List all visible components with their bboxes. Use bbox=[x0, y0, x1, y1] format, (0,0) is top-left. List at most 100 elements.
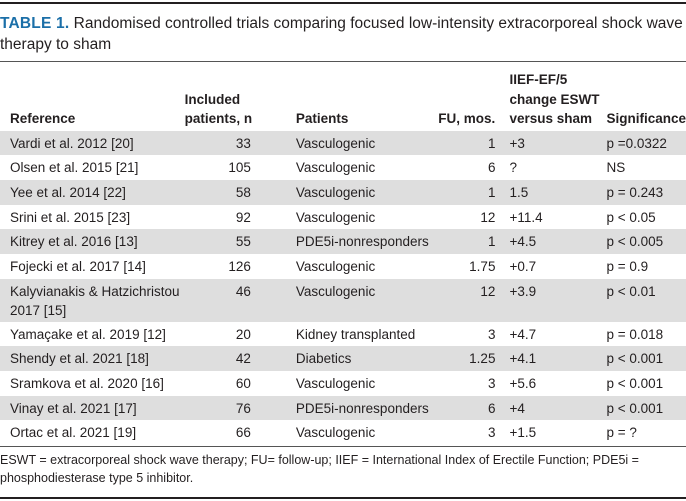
cell-iief-change: +5.6 bbox=[509, 376, 537, 391]
table-row: Fojecki et al. 2017 [14] 126 Vasculogenic 1… bbox=[0, 254, 686, 279]
cell-iief-change: +4.7 bbox=[509, 326, 537, 342]
header-reference: Reference bbox=[10, 111, 76, 126]
cell-significance: NS bbox=[606, 160, 626, 176]
cell-significance: p = 0.018 bbox=[606, 326, 664, 342]
cell-included: 105 bbox=[228, 160, 251, 176]
cell-significance: p < 0.001 bbox=[606, 351, 664, 367]
table-row: Olsen et al. 2015 [21] 105 Vasculogenic 6? N… bbox=[0, 155, 686, 180]
cell-significance: p < 0.005 bbox=[606, 234, 664, 250]
table-row: Kalyvianakis & Hatzichristou 2017 [15] 46… bbox=[0, 278, 686, 322]
cell-fu: 1.75 bbox=[469, 258, 496, 274]
cell-reference: Shendy et al. 2021 [18] bbox=[10, 351, 149, 367]
cell-included: 46 bbox=[235, 283, 251, 299]
cell-significance: p = ? bbox=[606, 425, 637, 441]
cell-iief-change: +4 bbox=[509, 400, 525, 416]
table-label: TABLE 1. bbox=[0, 15, 70, 32]
cell-iief-change: +4.5 bbox=[509, 234, 537, 250]
cell-significance: p =0.0322 bbox=[606, 135, 667, 151]
cell-reference: Vardi et al. 2012 [20] bbox=[10, 135, 134, 151]
table-row: Yee et al. 2014 [22] 58 Vasculogenic 1 1.5 p … bbox=[0, 179, 686, 205]
cell-reference: Yee et al. 2014 [22] bbox=[10, 184, 126, 200]
cell-patients: Vasculogenic bbox=[295, 135, 376, 151]
cell-included: 42 bbox=[235, 351, 251, 367]
end-rule bbox=[0, 497, 686, 499]
cell-included: 58 bbox=[235, 184, 251, 200]
table-row: Vardi et al. 2012 [20] 33 Vasculogenic 1 +3 p… bbox=[0, 130, 686, 156]
cell-included: 33 bbox=[235, 135, 251, 151]
cell-patients: Vasculogenic bbox=[295, 425, 376, 441]
cell-patients: Vasculogenic bbox=[295, 258, 376, 274]
header-included: Included patients, n bbox=[184, 91, 253, 127]
cell-fu: 1 bbox=[487, 184, 496, 200]
table-caption: TABLE 1. Randomised controlled trials co… bbox=[0, 13, 684, 55]
cell-patients: Kidney transplanted bbox=[295, 326, 416, 342]
cell-fu: 1.25 bbox=[469, 351, 496, 367]
cell-fu: 12 bbox=[480, 209, 496, 225]
cell-iief-change: +1.5 bbox=[509, 425, 537, 441]
cell-fu: 1 bbox=[487, 234, 496, 250]
cell-iief-change: ? bbox=[509, 160, 517, 176]
cell-patients: Vasculogenic bbox=[295, 376, 376, 391]
header-significance: Significance bbox=[606, 111, 686, 126]
cell-patients: PDE5i-nonresponders bbox=[295, 400, 429, 416]
table-footnote: ESWT = extracorporeal shock wave therapy… bbox=[0, 453, 639, 485]
cell-fu: 3 bbox=[487, 326, 496, 342]
caption-divider bbox=[0, 61, 686, 62]
table-row: Srini et al. 2015 [23] 92 Vasculogenic 12 +1… bbox=[0, 205, 686, 230]
cell-significance: p < 0.01 bbox=[606, 283, 656, 299]
table-row: Kitrey et al. 2016 [13] 55 PDE5i-nonrespon… bbox=[0, 229, 686, 254]
cell-included: 126 bbox=[228, 258, 251, 274]
cell-included: 60 bbox=[235, 376, 251, 391]
cell-reference: Kalyvianakis & Hatzichristou 2017 [15] bbox=[10, 283, 180, 318]
table-title: Randomised controlled trials comparing f… bbox=[0, 15, 683, 53]
cell-patients: Vasculogenic bbox=[295, 283, 376, 299]
header-patients: Patients bbox=[295, 111, 349, 126]
cell-reference: Srini et al. 2015 [23] bbox=[10, 209, 131, 225]
cell-reference: Vinay et al. 2021 [17] bbox=[10, 400, 137, 416]
cell-reference: Sramkova et al. 2020 [16] bbox=[10, 376, 164, 391]
table-row: Vinay et al. 2021 [17] 76 PDE5i-nonrespond… bbox=[0, 395, 686, 421]
cell-fu: 1 bbox=[487, 135, 496, 151]
cell-iief-change: +3.9 bbox=[509, 283, 537, 299]
table-body: Vardi et al. 2012 [20] 33 Vasculogenic 1 +3 p… bbox=[0, 130, 686, 446]
trials-table: Reference Included patients, n Patients … bbox=[0, 70, 686, 445]
cell-fu: 3 bbox=[487, 376, 496, 391]
cell-patients: PDE5i-nonresponders bbox=[295, 234, 429, 250]
table-row: Sramkova et al. 2020 [16] 60 Vasculogenic 3… bbox=[0, 371, 686, 396]
header-fu: FU, mos. bbox=[438, 111, 496, 126]
header-row: Reference Included patients, n Patients … bbox=[0, 70, 686, 131]
cell-iief-change: +11.4 bbox=[509, 209, 543, 225]
table-row: Shendy et al. 2021 [18] 42 Diabetics 1.25 +4… bbox=[0, 346, 686, 371]
cell-included: 66 bbox=[235, 425, 251, 441]
cell-iief-change: +4.1 bbox=[509, 351, 537, 367]
cell-included: 76 bbox=[235, 400, 251, 416]
cell-reference: Kitrey et al. 2016 [13] bbox=[10, 234, 138, 250]
cell-fu: 6 bbox=[487, 400, 496, 416]
cell-iief-change: +0.7 bbox=[509, 258, 537, 274]
cell-iief-change: +3 bbox=[509, 135, 525, 151]
cell-fu: 3 bbox=[487, 425, 496, 441]
cell-fu: 12 bbox=[480, 283, 496, 299]
cell-significance: p = 0.9 bbox=[606, 258, 649, 274]
table-row: Ortac et al. 2021 [19] 66 Vasculogenic 3 +1.… bbox=[0, 420, 686, 445]
cell-patients: Vasculogenic bbox=[295, 209, 376, 225]
cell-significance: p = 0.243 bbox=[606, 184, 664, 200]
cell-reference: Ortac et al. 2021 [19] bbox=[10, 425, 137, 441]
cell-patients: Diabetics bbox=[295, 351, 352, 367]
top-rule bbox=[0, 2, 686, 4]
table-row: Yamaçake et al. 2019 [12] 20 Kidney transp… bbox=[0, 322, 686, 347]
cell-included: 20 bbox=[235, 326, 251, 342]
cell-patients: Vasculogenic bbox=[295, 160, 376, 176]
header-iief-change: IIEF-EF/5 change ESWT versus sham bbox=[509, 72, 600, 126]
table-bottom-rule bbox=[0, 446, 686, 447]
cell-significance: p < 0.001 bbox=[606, 376, 664, 391]
cell-reference: Yamaçake et al. 2019 [12] bbox=[10, 326, 166, 342]
cell-reference: Olsen et al. 2015 [21] bbox=[10, 160, 139, 176]
cell-iief-change: 1.5 bbox=[509, 184, 529, 200]
cell-fu: 6 bbox=[487, 160, 496, 176]
cell-patients: Vasculogenic bbox=[295, 184, 376, 200]
cell-included: 55 bbox=[235, 234, 251, 250]
cell-included: 92 bbox=[235, 209, 251, 225]
cell-significance: p < 0.001 bbox=[606, 400, 664, 416]
